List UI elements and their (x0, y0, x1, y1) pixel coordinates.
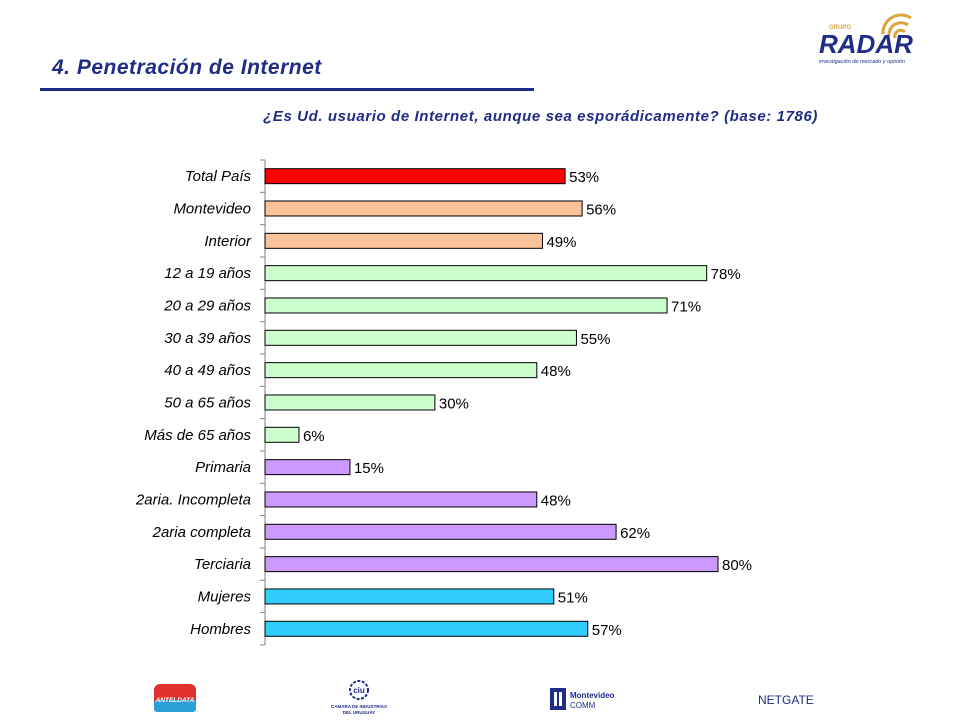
bar (264, 168, 566, 185)
category-label: 30 a 39 años (164, 330, 251, 347)
category-label: Más de 65 años (144, 427, 251, 444)
bar (264, 491, 538, 508)
value-label: 48% (541, 363, 571, 380)
ciu-line2: DEL URUGUAY (343, 710, 376, 715)
montevideo-line2: COMM (570, 701, 596, 710)
value-label: 62% (620, 525, 650, 542)
value-label: 6% (303, 428, 325, 445)
netgate-logo: NETGATE (758, 693, 814, 707)
category-label: 40 a 49 años (164, 362, 251, 379)
bar (264, 362, 538, 379)
value-label: 15% (354, 460, 384, 477)
category-label: 2aria. Incompleta (135, 491, 251, 508)
category-label: Total País (185, 168, 252, 185)
value-label: 80% (722, 557, 752, 574)
value-label: 51% (558, 589, 588, 606)
radar-logo: GRUPO RADAR investigación de mercado y o… (819, 13, 913, 65)
bar (264, 588, 555, 605)
category-label: Interior (204, 233, 252, 250)
category-label: Hombres (190, 621, 251, 638)
category-label: 2aria completa (152, 524, 251, 541)
value-label: 57% (592, 622, 622, 639)
value-label: 71% (671, 298, 701, 315)
bar (264, 426, 300, 443)
bar (264, 232, 543, 249)
value-label: 56% (586, 201, 616, 218)
bar (264, 620, 589, 637)
bar (264, 394, 436, 411)
page-title: 4. Penetración de Internet (52, 56, 322, 79)
ciu-mark: ciu (353, 686, 365, 695)
category-label: Primaria (195, 459, 251, 476)
value-label: 48% (541, 492, 571, 509)
value-label: 78% (711, 266, 741, 283)
title-underline (40, 88, 534, 91)
category-label: 20 a 29 años (163, 297, 251, 314)
anteldata-text: ANTELDATA (155, 697, 195, 704)
logo-brand: RADAR (819, 29, 913, 59)
value-label: 49% (546, 234, 576, 251)
category-label: 50 a 65 años (164, 394, 251, 411)
bar (264, 459, 351, 476)
logo-small-text: GRUPO (829, 25, 851, 31)
bar (264, 297, 668, 314)
bar (264, 556, 719, 573)
value-label: 53% (569, 169, 599, 186)
netgate-text: NETGATE (758, 693, 814, 707)
anteldata-logo: ANTELDATA (154, 684, 196, 712)
category-label: Montevideo (173, 200, 251, 217)
value-label: 55% (580, 331, 610, 348)
bars-group: Total País 53% Montevideo 56% Interior 49% 12 … (135, 159, 752, 646)
category-label: Terciaria (194, 556, 251, 573)
montevideo-comm-logo: Montevideo COMM (550, 688, 615, 710)
montevideo-line1: Montevideo (570, 691, 615, 700)
radar-arc-icon (881, 13, 912, 39)
logo-tagline: investigación de mercado y opinión (819, 59, 905, 65)
ciu-line1: CAMARA DE INDUSTRIAS (331, 704, 387, 709)
category-label: Mujeres (198, 588, 252, 605)
bar (264, 200, 583, 217)
value-label: 30% (439, 395, 469, 412)
bar (264, 523, 617, 540)
survey-question: ¿Es Ud. usuario de Internet, aunque sea … (263, 108, 818, 125)
bar (264, 265, 708, 282)
bar (264, 329, 577, 346)
category-label: 12 a 19 años (164, 265, 251, 282)
ciu-logo: ciu CAMARA DE INDUSTRIAS DEL URUGUAY (331, 680, 387, 715)
